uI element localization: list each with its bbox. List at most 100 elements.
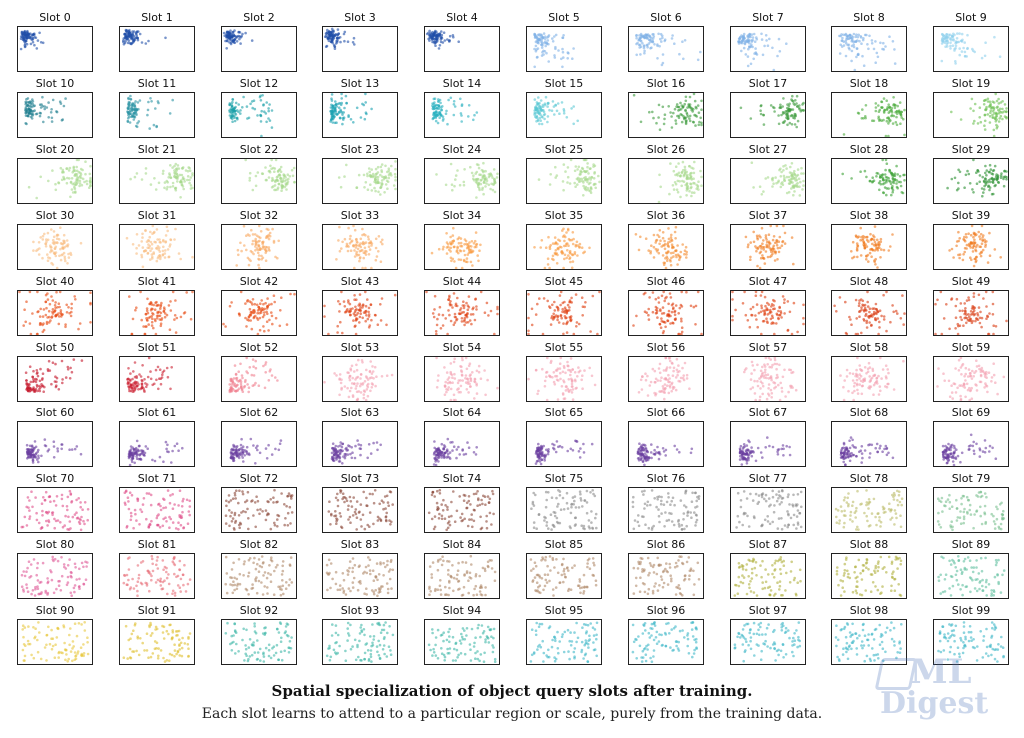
scatter-point	[688, 117, 691, 120]
scatter-point	[50, 316, 53, 319]
scatter-point	[366, 394, 370, 398]
scatter-point	[280, 296, 283, 299]
scatter-point	[680, 317, 683, 321]
scatter-point	[784, 164, 787, 167]
scatter-point	[593, 172, 596, 175]
scatter-point	[487, 314, 490, 317]
scatter-point	[462, 306, 466, 310]
scatter-point	[41, 377, 44, 380]
slot-title: Slot 12	[239, 77, 279, 90]
scatter-point	[936, 298, 939, 302]
scatter-point	[26, 385, 29, 389]
scatter-point	[768, 37, 771, 41]
scatter-point	[666, 259, 669, 263]
scatter-point	[879, 237, 883, 241]
scatter-point	[146, 375, 150, 379]
scatter-point	[262, 103, 265, 106]
scatter-point	[267, 176, 271, 179]
scatter-point	[230, 116, 233, 119]
scatter-point	[934, 332, 937, 335]
scatter-point	[656, 233, 659, 237]
slot-title: Slot 28	[849, 143, 889, 156]
scatter-point	[54, 301, 57, 304]
scatter-point	[472, 242, 476, 245]
scatter-point	[659, 308, 662, 311]
scatter-point	[844, 300, 847, 304]
scatter-point	[73, 169, 77, 172]
scatter-point	[777, 309, 780, 313]
scatter-point	[65, 303, 68, 307]
scatter-point	[444, 317, 447, 320]
scatter-point	[772, 235, 776, 238]
scatter-point	[647, 307, 650, 311]
scatter-point	[55, 376, 59, 380]
scatter-point	[587, 189, 591, 192]
scatter-point	[773, 106, 776, 110]
scatter-point	[865, 258, 868, 261]
scatter-point	[578, 177, 582, 181]
scatter-point	[25, 381, 28, 385]
scatter-point	[833, 304, 836, 308]
scatter-point	[390, 373, 394, 377]
scatter-point	[394, 160, 397, 163]
scatter-point	[254, 174, 258, 178]
scatter-point	[667, 309, 671, 313]
scatter-point	[150, 242, 154, 246]
scatter-point	[453, 315, 457, 319]
scatter-point	[795, 183, 798, 186]
scatter-point	[159, 324, 163, 328]
scatter-point	[663, 113, 667, 116]
scatter-point	[259, 236, 262, 240]
scatter-point	[467, 295, 471, 298]
scatter-point	[988, 231, 991, 235]
scatter-point	[71, 191, 75, 194]
scatter-point	[756, 237, 759, 241]
scatter-point	[875, 175, 878, 178]
scatter-point	[171, 166, 174, 169]
scatter-point	[979, 232, 983, 236]
scatter-point	[650, 244, 653, 247]
scatter-point	[766, 255, 770, 259]
scatter-point	[558, 239, 562, 243]
scatter-point	[437, 47, 441, 50]
scatter-point	[135, 233, 139, 236]
scatter-point	[449, 241, 452, 244]
scatter-point	[553, 300, 556, 304]
scatter-point	[651, 291, 655, 294]
scatter-point	[868, 310, 871, 314]
scatter-point	[259, 120, 263, 123]
scatter-point	[535, 120, 538, 123]
scatter-point	[878, 188, 881, 192]
scatter-point	[89, 182, 92, 185]
scatter-point	[790, 162, 794, 165]
scatter-point	[895, 115, 898, 119]
scatter-point	[462, 300, 465, 303]
scatter-point	[165, 225, 169, 229]
scatter-point	[561, 310, 564, 314]
slot-title: Slot 31	[137, 209, 177, 222]
slot-scatter-svg	[527, 291, 601, 335]
slot-scatter-svg	[24, 95, 67, 126]
scatter-point	[788, 310, 792, 314]
slot-scatter-panel	[831, 26, 907, 72]
scatter-point	[389, 172, 393, 175]
scatter-point	[341, 116, 345, 120]
scatter-point	[379, 193, 382, 196]
scatter-point	[849, 318, 852, 321]
scatter-point	[741, 302, 745, 305]
scatter-point	[285, 323, 289, 326]
scatter-point	[431, 312, 435, 315]
scatter-point	[542, 32, 546, 35]
scatter-point	[674, 225, 678, 229]
scatter-point	[771, 321, 774, 324]
scatter-point	[136, 121, 139, 125]
scatter-point	[31, 33, 34, 37]
scatter-point	[780, 170, 783, 174]
scatter-point	[241, 376, 244, 380]
scatter-point	[465, 321, 468, 324]
scatter-point	[746, 55, 750, 58]
scatter-point	[163, 186, 166, 190]
scatter-point	[954, 60, 957, 63]
scatter-point	[185, 291, 188, 294]
scatter-point	[975, 182, 979, 185]
